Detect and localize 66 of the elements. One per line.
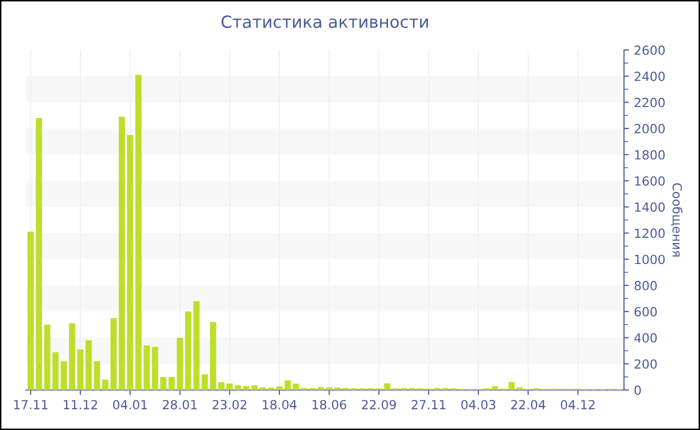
bar <box>160 376 166 390</box>
bar <box>185 312 192 390</box>
x-tick-label: 23.02 <box>212 400 246 410</box>
bar <box>102 380 108 390</box>
bar <box>218 382 224 390</box>
x-tick-label: 11.12 <box>64 400 98 410</box>
x-tick-label: 18.04 <box>262 400 297 410</box>
y-tick-label: 200 <box>634 359 657 369</box>
bar <box>326 387 332 390</box>
x-tick-label: 22.09 <box>362 400 396 410</box>
x-tick-label: 04.12 <box>560 400 595 410</box>
bar <box>52 352 59 390</box>
bar <box>276 386 283 390</box>
bar <box>86 340 92 390</box>
bar <box>77 349 84 390</box>
bar <box>44 324 50 390</box>
bar <box>68 323 76 390</box>
bar <box>251 385 258 390</box>
bar <box>234 385 242 390</box>
y-axis-title: Сообщения <box>670 183 682 256</box>
y-tick-label: 2200 <box>634 98 665 108</box>
x-tick-label: 17.11 <box>14 400 48 410</box>
x-tick-label: 18.06 <box>312 400 346 410</box>
bar <box>318 386 324 390</box>
bar <box>152 346 158 390</box>
y-tick-label: 1600 <box>635 176 665 186</box>
y-tick-label: 1200 <box>635 228 665 238</box>
x-tick-label: 27.11 <box>412 400 446 410</box>
bar <box>292 384 300 390</box>
y-tick-label: 2400 <box>634 72 665 82</box>
x-tick-label: 22.04 <box>511 400 546 410</box>
bar <box>168 376 175 390</box>
bar <box>492 386 498 390</box>
bar <box>384 383 390 390</box>
bar <box>135 74 142 390</box>
y-tick-label: 0 <box>634 385 641 395</box>
x-tick-label: 04.03 <box>461 400 496 410</box>
bar <box>210 322 216 390</box>
bar <box>60 361 67 390</box>
bar <box>202 374 208 390</box>
bar <box>516 387 523 390</box>
bar <box>176 338 184 390</box>
bar <box>144 346 150 390</box>
bar <box>193 301 200 390</box>
y-tick-label: 1000 <box>635 254 665 264</box>
bar <box>94 361 100 390</box>
bar <box>36 118 42 390</box>
bar <box>226 383 233 390</box>
x-tick-label: 04.01 <box>113 400 147 410</box>
y-tick-label: 2600 <box>634 45 665 55</box>
y-tick-label: 1400 <box>635 202 665 212</box>
bar <box>110 318 117 390</box>
bar <box>28 232 34 390</box>
y-tick-label: 1800 <box>635 150 665 160</box>
chart-title: Статистика активности <box>222 15 428 28</box>
bar <box>118 116 125 390</box>
x-tick-label: 28.01 <box>162 400 197 410</box>
y-tick-label: 600 <box>634 307 657 316</box>
bar <box>127 135 134 390</box>
bar <box>260 387 266 390</box>
bar <box>243 386 250 390</box>
y-tick-label: 2000 <box>634 124 665 134</box>
bar <box>508 382 515 390</box>
y-tick-label: 400 <box>634 333 657 343</box>
y-tick-label: 800 <box>634 280 657 290</box>
bar <box>284 380 291 390</box>
